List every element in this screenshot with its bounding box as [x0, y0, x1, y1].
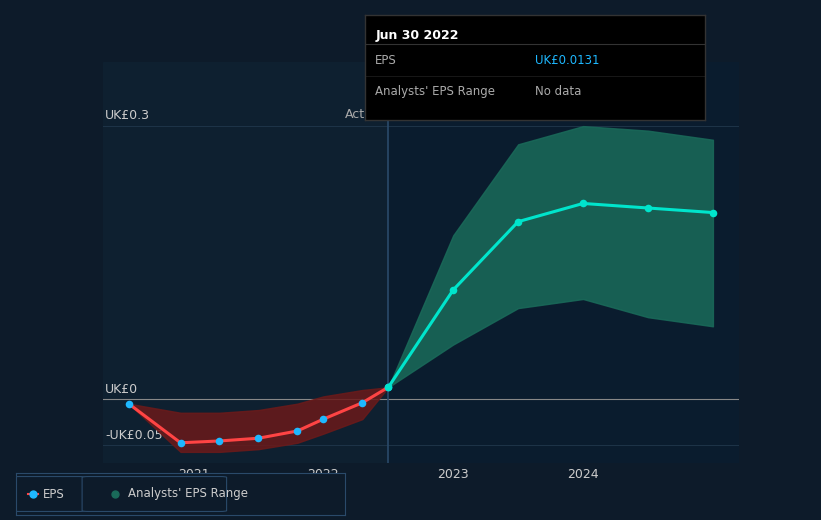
Text: No data: No data — [535, 85, 581, 98]
Text: -UK£0.05: -UK£0.05 — [105, 429, 163, 442]
Text: Actual: Actual — [345, 108, 384, 121]
Point — [706, 209, 719, 217]
Text: Analysts' EPS Range: Analysts' EPS Range — [128, 488, 248, 500]
Point — [382, 383, 395, 392]
FancyBboxPatch shape — [82, 476, 227, 512]
FancyBboxPatch shape — [13, 476, 85, 512]
Point — [355, 398, 369, 407]
Text: Analysts' EPS Range: Analysts' EPS Range — [375, 85, 495, 98]
Point — [641, 204, 654, 212]
Point — [317, 415, 330, 423]
Bar — [388, 62, 739, 463]
Point — [291, 427, 304, 435]
Text: UK£0: UK£0 — [105, 383, 139, 396]
Point — [511, 217, 525, 226]
Point — [252, 434, 265, 443]
Bar — [103, 62, 388, 463]
Text: EPS: EPS — [43, 488, 64, 500]
Text: Jun 30 2022: Jun 30 2022 — [375, 29, 459, 42]
Text: EPS: EPS — [375, 54, 397, 67]
Point — [122, 399, 135, 408]
Point — [447, 285, 460, 294]
Text: UK£0.0131: UK£0.0131 — [535, 54, 599, 67]
Point — [174, 439, 187, 447]
Text: UK£0.3: UK£0.3 — [105, 109, 150, 122]
Point — [382, 383, 395, 392]
Point — [576, 199, 589, 207]
Point — [213, 437, 226, 445]
Text: Analysts Forecasts: Analysts Forecasts — [395, 108, 511, 121]
